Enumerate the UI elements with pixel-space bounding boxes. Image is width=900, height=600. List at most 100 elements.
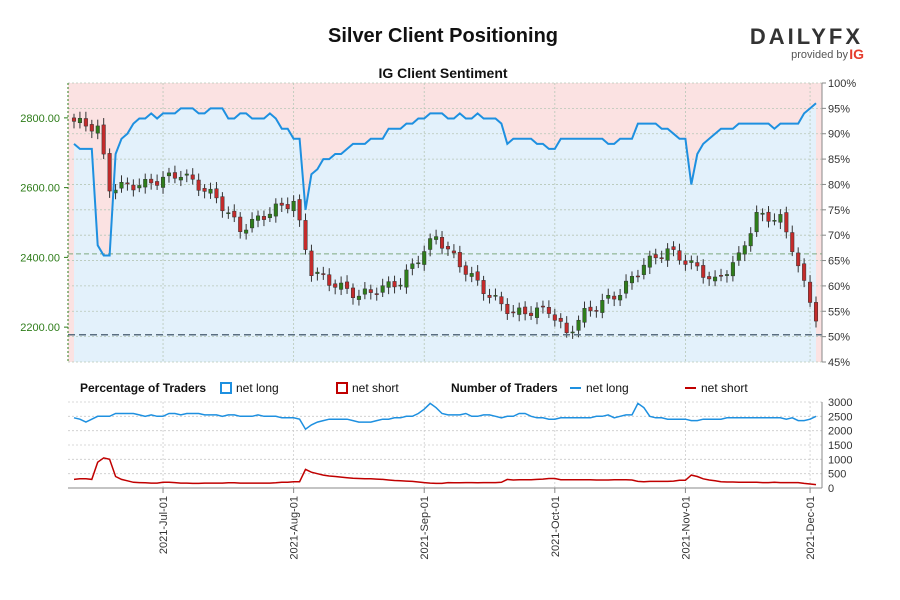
candle-body <box>493 295 498 297</box>
sentiment-tick-label: 85% <box>828 154 850 166</box>
candle-body <box>77 118 82 124</box>
candle <box>303 213 308 255</box>
candle-body <box>267 213 272 219</box>
logo-ig: IG <box>849 46 864 62</box>
candle-body <box>624 280 629 294</box>
candle-body <box>618 295 623 301</box>
price-tick-label: 2800.00 <box>20 113 60 125</box>
candle-body <box>641 264 646 275</box>
candle-body <box>529 312 534 316</box>
candle-body <box>184 173 189 176</box>
candle-body <box>629 276 635 284</box>
candle-body <box>137 185 142 189</box>
candle <box>119 175 124 193</box>
candle-body <box>523 306 528 315</box>
sentiment-tick-label: 55% <box>828 306 850 318</box>
candle-body <box>202 188 207 192</box>
candle-body <box>71 117 77 122</box>
candle <box>808 275 813 307</box>
candle-body <box>647 255 652 268</box>
candle <box>570 325 575 339</box>
candle-body <box>362 288 367 295</box>
candle <box>161 171 166 194</box>
candle <box>149 173 154 190</box>
candle <box>665 243 670 267</box>
candle-body <box>784 212 789 233</box>
candle-body <box>724 274 729 276</box>
candle <box>772 213 777 226</box>
traders-tick-label: 2500 <box>828 411 852 423</box>
candle <box>683 254 688 271</box>
candle <box>368 284 373 300</box>
candle <box>226 206 231 219</box>
candle-body <box>540 305 545 308</box>
candle-body <box>742 245 747 255</box>
candle <box>125 177 130 191</box>
candle-body <box>600 300 605 313</box>
candle-body <box>291 200 296 212</box>
net-long-area <box>74 103 816 363</box>
candle <box>95 119 100 140</box>
legend-net-long-label: net long <box>236 381 279 395</box>
candle-body <box>588 306 593 312</box>
candle <box>255 210 261 228</box>
legend: Percentage of Traders net long net short Nu… <box>80 381 748 395</box>
candle <box>451 244 456 259</box>
candle <box>695 255 700 271</box>
candle <box>736 246 741 266</box>
candle-body <box>582 308 587 323</box>
date-tick-label: 2021-Nov-01 <box>680 496 692 560</box>
candle <box>309 244 314 282</box>
candle <box>813 296 819 328</box>
candle-body <box>161 176 166 188</box>
candle <box>184 169 189 183</box>
candle-body <box>356 295 361 300</box>
candle-body <box>469 273 474 277</box>
candle <box>350 283 356 305</box>
sentiment-tick-label: 60% <box>828 281 850 293</box>
price-tick-label: 2400.00 <box>20 252 60 264</box>
logo-provided-by: provided by <box>791 49 848 61</box>
candle-body <box>89 124 94 132</box>
candle <box>273 198 278 223</box>
sentiment-tick-label: 80% <box>828 179 850 191</box>
candle <box>220 192 225 218</box>
sentiment-tick-label: 50% <box>828 332 850 344</box>
traders-tick-label: 500 <box>828 469 846 481</box>
candle <box>297 194 302 227</box>
candle-body <box>149 178 154 184</box>
candle-body <box>576 319 581 331</box>
legend-net-short-swatch <box>336 382 348 394</box>
candle-body <box>713 276 718 282</box>
candle-body <box>101 124 106 155</box>
net-short-traders-line <box>73 457 817 486</box>
candle-body <box>612 295 617 300</box>
traders-tick-label: 0 <box>828 483 834 495</box>
candle-body <box>754 212 759 233</box>
candle-body <box>380 285 385 293</box>
candle-body <box>226 212 231 214</box>
candle <box>600 293 605 319</box>
candle-body <box>404 269 409 288</box>
candle-body <box>285 204 290 210</box>
candle <box>398 278 403 290</box>
sentiment-tick-label: 95% <box>828 103 850 115</box>
candle-body <box>546 307 551 314</box>
date-tick-label: 2021-Jul-01 <box>158 496 170 554</box>
candle <box>285 197 290 214</box>
candle-body <box>766 211 771 222</box>
candle-body <box>309 250 314 276</box>
candle <box>244 223 249 240</box>
date-tick-label: 2021-Sep-01 <box>419 496 431 560</box>
candle <box>261 210 266 227</box>
candle <box>83 111 88 132</box>
candle-body <box>321 273 326 275</box>
traders-tick-label: 1500 <box>828 440 852 452</box>
candle <box>445 241 450 256</box>
price-sentiment-plot: 2800.00 2600.00 2400.00 2200.00 100% 95% 90% 85… <box>20 78 856 369</box>
candle-body <box>131 184 136 191</box>
candle-body <box>796 252 801 267</box>
candle-body <box>475 271 480 281</box>
candle <box>742 241 747 262</box>
price-tick-label: 2200.00 <box>20 322 60 334</box>
